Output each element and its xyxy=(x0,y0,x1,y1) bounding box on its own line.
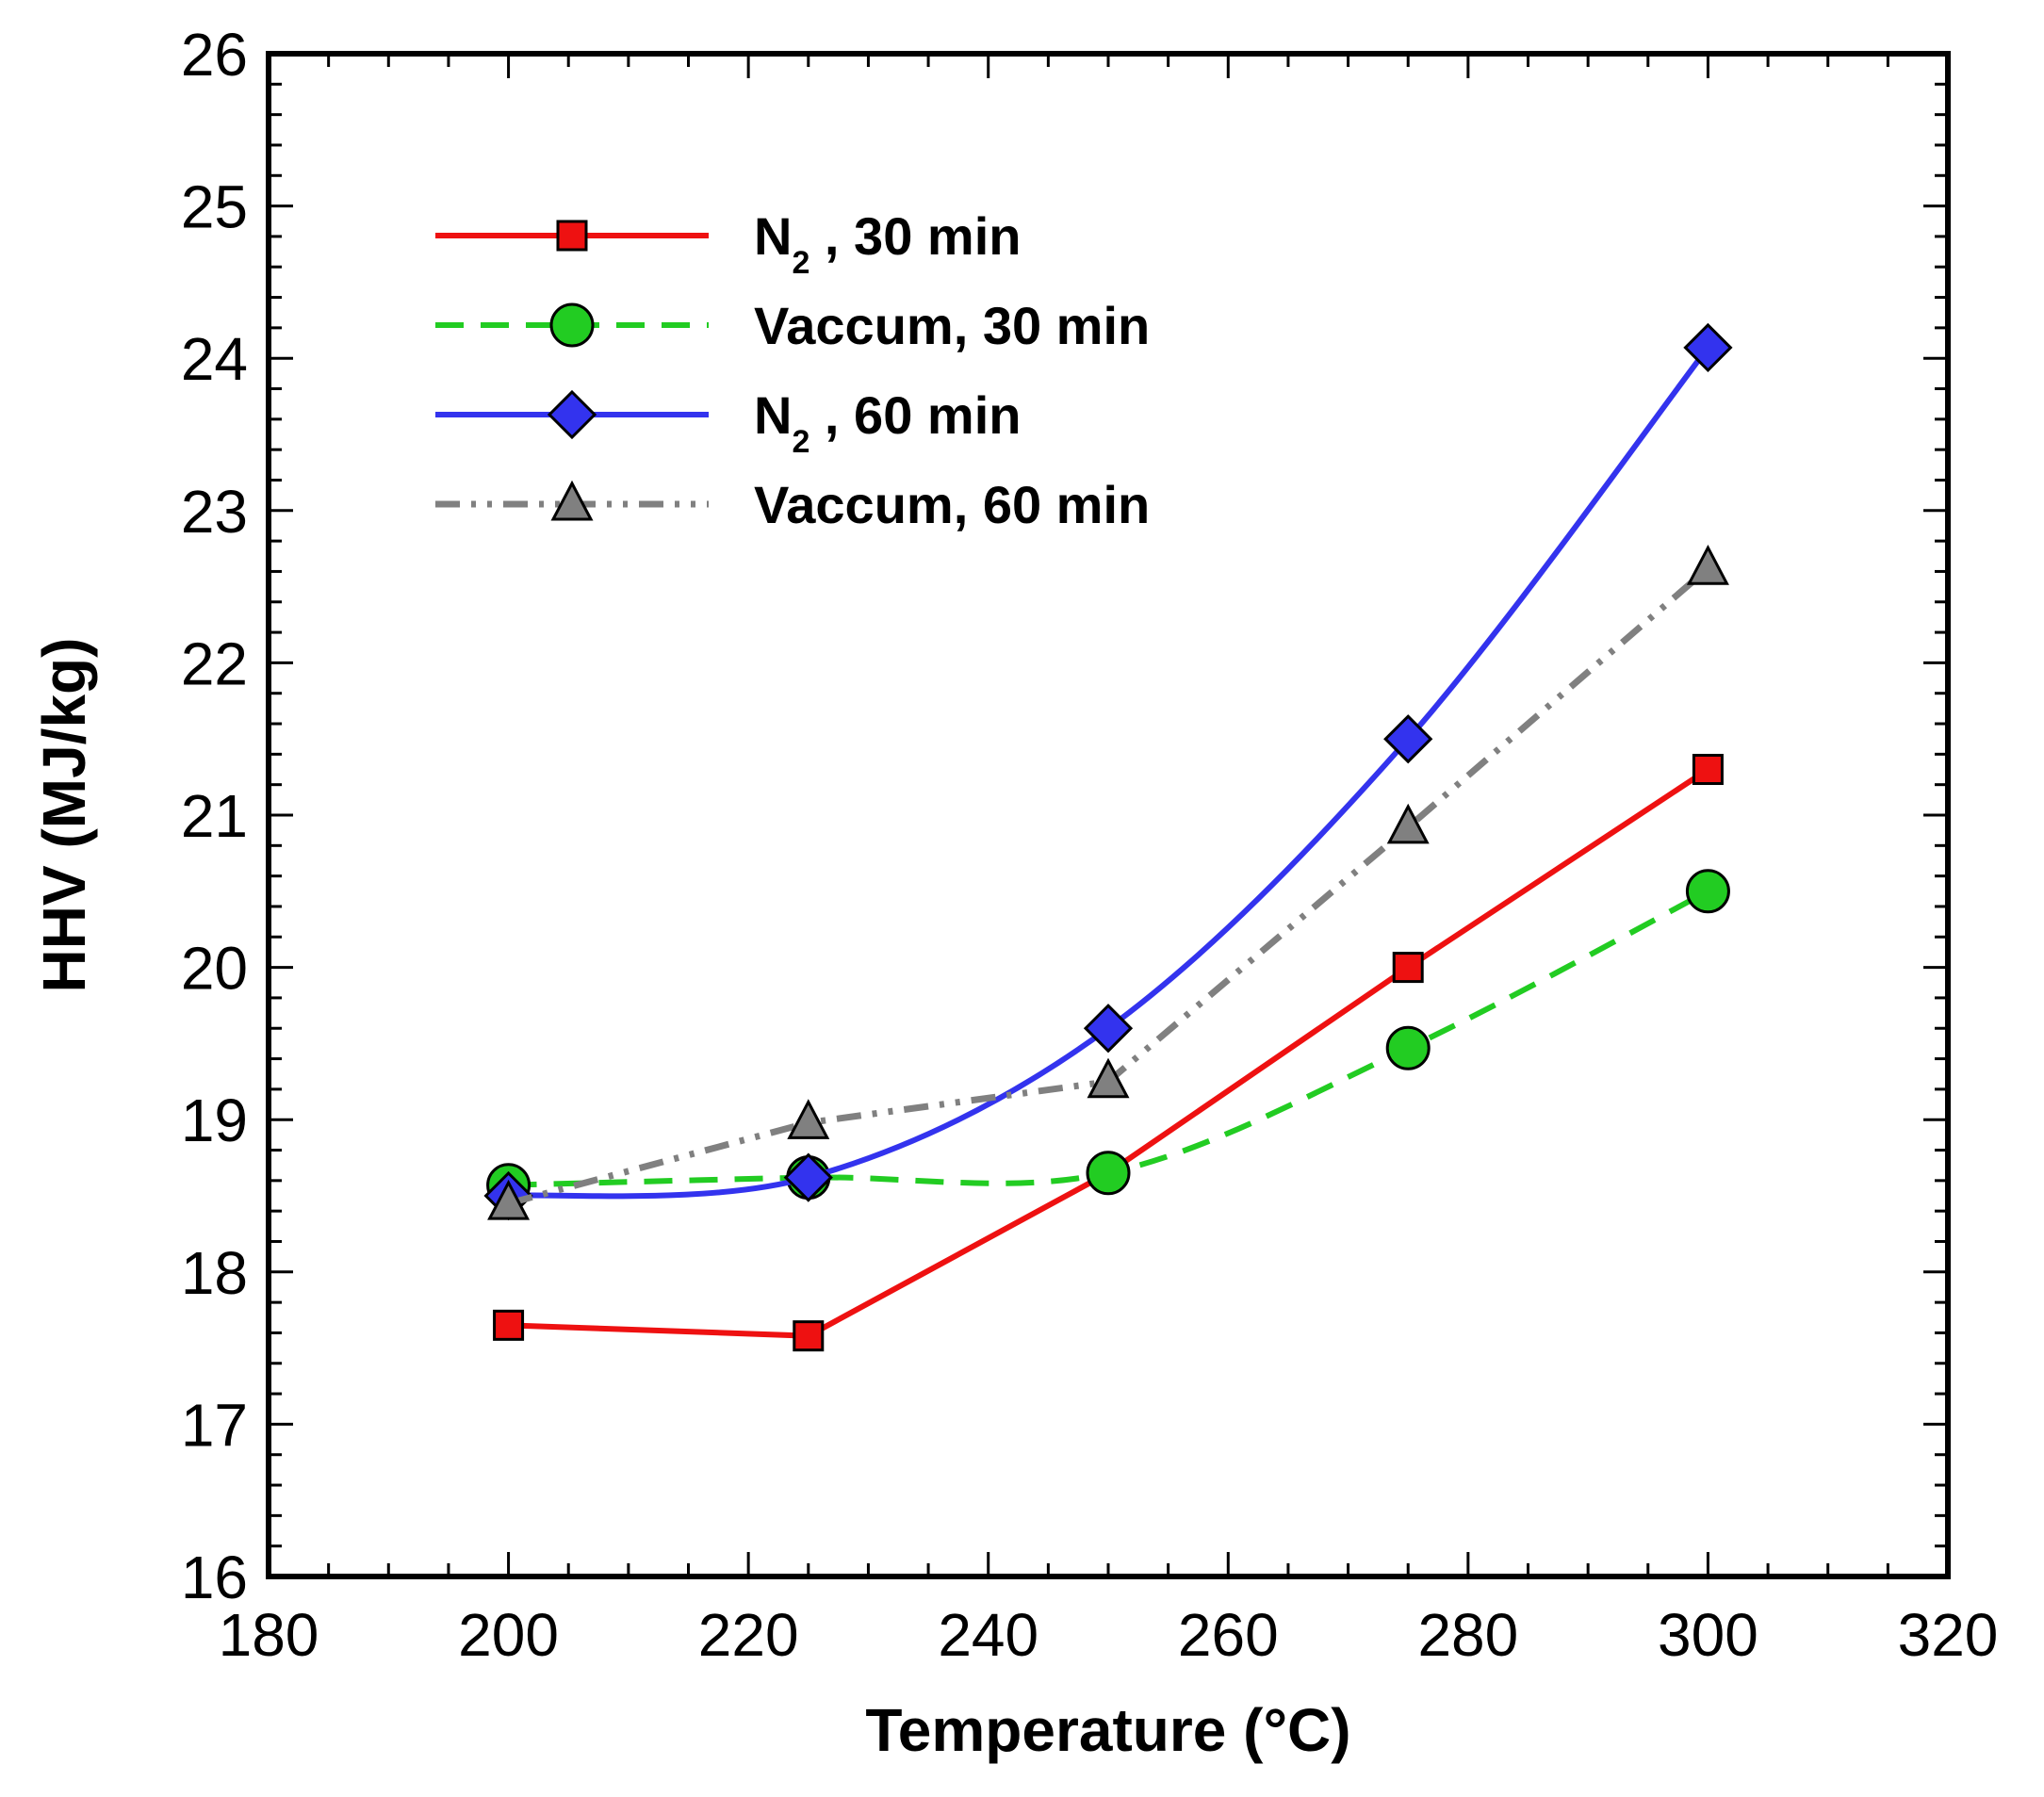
y-tick-label: 25 xyxy=(181,173,248,241)
data-point xyxy=(1383,714,1433,764)
y-tick-label: 24 xyxy=(181,325,248,393)
legend-entry: Vaccum, 30 min xyxy=(435,296,1150,355)
x-tick-label: 320 xyxy=(1898,1601,1999,1669)
legend-entry: Vaccum, 60 min xyxy=(435,475,1150,534)
series-triangle xyxy=(487,544,1729,1220)
axis-ticks xyxy=(267,52,1950,1578)
legend-label: N2 , 30 min xyxy=(754,206,1021,281)
x-tick-label: 180 xyxy=(219,1601,319,1669)
y-tick-label: 16 xyxy=(181,1544,248,1611)
x-tick-label: 200 xyxy=(458,1601,559,1669)
legend-label: Vaccum, 60 min xyxy=(754,475,1150,534)
data-point xyxy=(1083,1004,1134,1054)
data-point xyxy=(1692,754,1724,786)
legend-marker xyxy=(549,302,595,348)
legend-entry: N2 , 60 min xyxy=(435,385,1021,460)
y-tick-label: 26 xyxy=(181,21,248,89)
x-tick-label: 300 xyxy=(1658,1601,1758,1669)
series-layer xyxy=(483,322,1733,1352)
data-point xyxy=(783,1152,833,1202)
y-tick-label: 19 xyxy=(181,1086,248,1154)
data-point xyxy=(1685,869,1730,914)
tick-labels: 180 200 220 240 260 280 300 320 16 17 18 19 20 21 22 23… xyxy=(181,21,1999,1669)
series-line xyxy=(508,346,1710,1200)
x-tick-label: 220 xyxy=(698,1601,799,1669)
x-tick-label: 260 xyxy=(1178,1601,1279,1669)
data-point xyxy=(493,1309,525,1341)
data-point xyxy=(793,1320,825,1352)
legend-label: N2 , 60 min xyxy=(754,385,1021,460)
y-tick-label: 23 xyxy=(181,478,248,546)
legend-marker xyxy=(550,480,594,521)
x-tick-label: 240 xyxy=(938,1601,1038,1669)
legend-marker xyxy=(556,220,588,252)
x-tick-label: 280 xyxy=(1417,1601,1518,1669)
y-axis-title: HHV (MJ/kg) xyxy=(30,638,98,993)
data-point xyxy=(1386,803,1430,844)
legend-label: Vaccum, 30 min xyxy=(754,296,1150,355)
legend: N2 , 30 min Vaccum, 30 min N2 , 60 min Vacc… xyxy=(435,206,1150,534)
data-point xyxy=(787,1099,830,1139)
data-point xyxy=(1385,1025,1431,1070)
legend-entry: N2 , 30 min xyxy=(435,206,1021,281)
y-tick-label: 17 xyxy=(181,1391,248,1459)
data-point xyxy=(1683,322,1733,373)
data-point xyxy=(1686,544,1729,585)
plot-frame xyxy=(266,51,1951,1579)
y-tick-label: 20 xyxy=(181,935,248,1003)
data-point xyxy=(1392,952,1424,984)
data-point xyxy=(487,1179,531,1220)
y-tick-label: 22 xyxy=(181,629,248,697)
data-point xyxy=(1086,1151,1131,1196)
y-tick-label: 21 xyxy=(181,782,248,850)
x-axis-title: Temperature (°C) xyxy=(865,1696,1350,1764)
y-tick-label: 18 xyxy=(181,1239,248,1307)
data-point xyxy=(1087,1057,1130,1099)
series-diamond xyxy=(483,322,1733,1221)
legend-marker xyxy=(547,389,597,440)
